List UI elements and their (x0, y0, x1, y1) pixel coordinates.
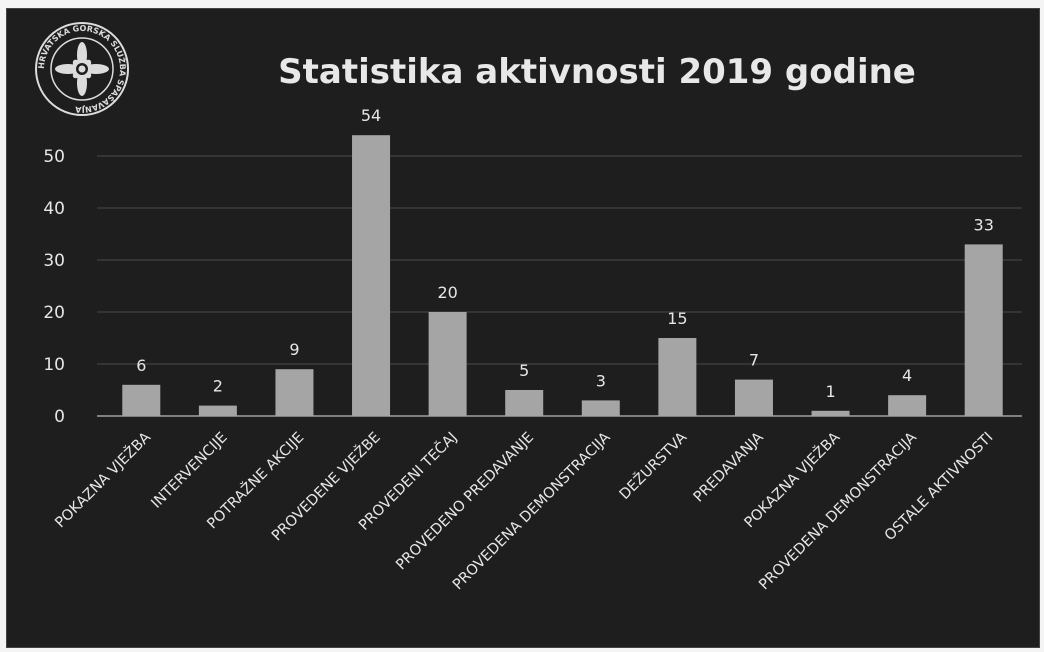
data-label: 1 (825, 382, 835, 401)
data-label: 7 (749, 351, 759, 370)
bar (275, 369, 314, 416)
y-tick-label: 10 (43, 355, 65, 375)
bar (581, 400, 620, 416)
data-label: 15 (667, 309, 687, 328)
bar (122, 384, 161, 416)
category-label: DEŽURSTVA (615, 428, 690, 503)
data-label: 9 (289, 340, 299, 359)
bar (198, 405, 237, 416)
bar (658, 338, 697, 416)
mountain-rescue-logo: HRVATSKA GORSKA SLUŽBA SPAŠAVANJA (35, 22, 129, 116)
bar (964, 244, 1003, 416)
y-tick-label: 50 (43, 147, 65, 167)
category-label: POKAZNA VJEŽBA (51, 428, 154, 531)
bar (734, 379, 773, 416)
category-label: INTERVENCIJE (149, 430, 231, 512)
bar (505, 390, 544, 416)
data-label: 54 (361, 106, 381, 125)
bar-chart: HRVATSKA GORSKA SLUŽBA SPAŠAVANJA Statis… (35, 22, 1022, 593)
data-label: 3 (596, 371, 606, 390)
category-label: PROVEDENA DEMONSTRACIJA (756, 429, 920, 593)
chart-frame: HRVATSKA GORSKA SLUŽBA SPAŠAVANJA Statis… (6, 8, 1040, 648)
bar (811, 410, 850, 416)
y-tick-label: 30 (43, 251, 65, 271)
data-label: 33 (974, 215, 994, 234)
edelweiss-icon (55, 42, 109, 96)
category-label: PROVEDENO PREDAVANJE (393, 430, 537, 574)
bar (428, 312, 467, 416)
category-label: PREDAVANJA (691, 429, 767, 505)
data-label: 20 (437, 283, 457, 302)
data-label: 6 (136, 356, 146, 375)
y-tick-label: 0 (54, 407, 65, 427)
bar (352, 135, 391, 416)
category-label: PROVEDENA DEMONSTRACIJA (450, 429, 614, 593)
data-label: 5 (519, 361, 529, 380)
data-label: 4 (902, 366, 912, 385)
chart-title: Statistika aktivnosti 2019 godine (278, 52, 916, 92)
y-tick-label: 40 (43, 199, 65, 219)
data-label: 2 (213, 377, 223, 396)
y-tick-label: 20 (43, 303, 65, 323)
bar (888, 395, 927, 416)
